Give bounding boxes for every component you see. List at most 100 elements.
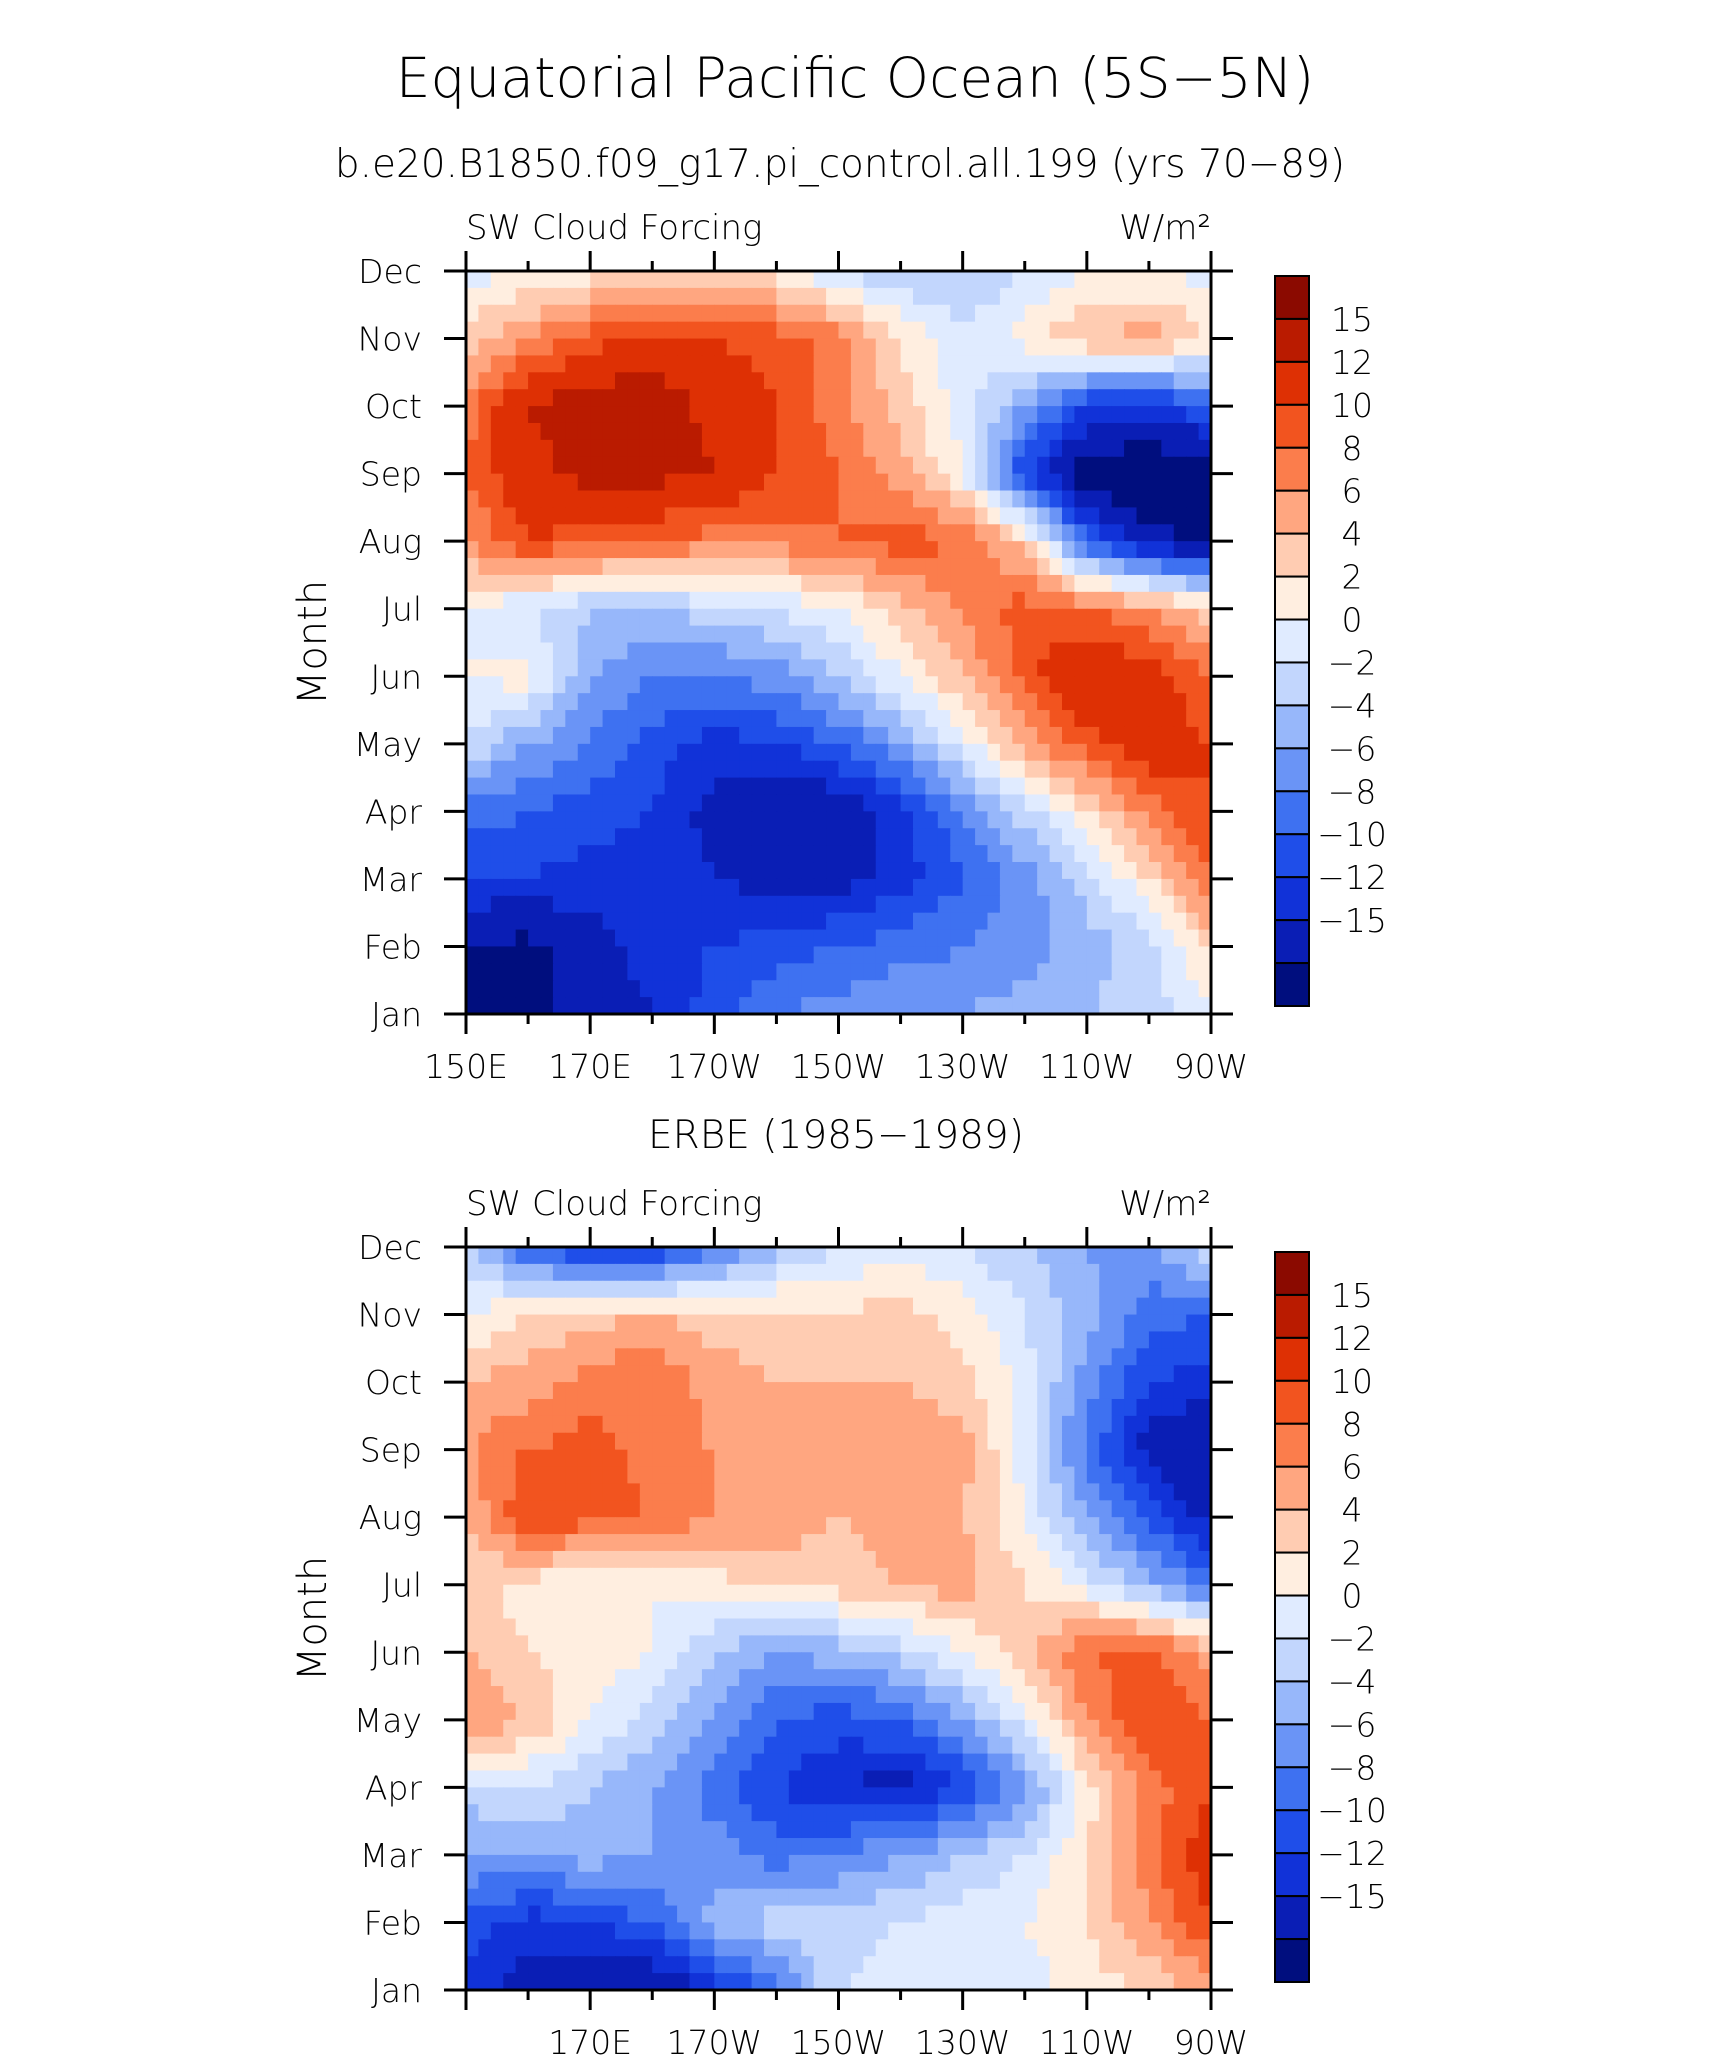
field-cell bbox=[1024, 1838, 1038, 1856]
field-cell bbox=[1037, 1398, 1051, 1417]
field-cell bbox=[714, 1314, 728, 1333]
field-cell bbox=[1136, 1736, 1150, 1755]
field-cell bbox=[515, 1669, 529, 1687]
field-cell bbox=[739, 760, 753, 779]
field-cell bbox=[913, 524, 927, 542]
field-cell bbox=[615, 1584, 629, 1603]
field-cell bbox=[1136, 321, 1150, 340]
field-cell bbox=[764, 1432, 778, 1451]
field-cell bbox=[962, 558, 976, 576]
field-cell bbox=[838, 1618, 852, 1636]
field-cell bbox=[751, 271, 765, 289]
field-cell bbox=[1198, 811, 1212, 829]
field-cell bbox=[577, 1584, 591, 1603]
field-cell bbox=[652, 456, 666, 475]
field-cell bbox=[776, 625, 790, 644]
field-cell bbox=[751, 406, 765, 424]
field-cell bbox=[565, 1247, 579, 1265]
field-cell bbox=[1012, 1247, 1026, 1265]
field-cell bbox=[639, 1804, 653, 1822]
field-cell bbox=[1148, 743, 1162, 762]
field-cell bbox=[1186, 845, 1200, 863]
field-cell bbox=[689, 997, 703, 1015]
field-cell bbox=[590, 794, 604, 812]
field-cell bbox=[1074, 1348, 1088, 1366]
field-cell bbox=[1198, 406, 1212, 424]
colorbar-box bbox=[1274, 747, 1310, 793]
field-cell bbox=[987, 811, 1001, 829]
field-cell bbox=[888, 304, 902, 323]
field-cell bbox=[701, 693, 715, 711]
field-cell bbox=[1111, 828, 1125, 846]
field-cell bbox=[888, 507, 902, 525]
field-cell bbox=[652, 693, 666, 711]
field-cell bbox=[478, 1854, 492, 1873]
field-cell bbox=[900, 1280, 914, 1299]
field-cell bbox=[627, 1736, 641, 1755]
field-cell bbox=[664, 574, 678, 593]
field-cell bbox=[1086, 439, 1100, 458]
field-cell bbox=[652, 355, 666, 373]
field-cell bbox=[689, 304, 703, 323]
field-cell bbox=[925, 490, 939, 509]
field-cell bbox=[466, 676, 480, 694]
field-cell bbox=[1049, 1652, 1063, 1670]
field-cell bbox=[515, 439, 529, 458]
field-cell bbox=[565, 541, 579, 559]
field-cell bbox=[962, 591, 976, 610]
field-cell bbox=[714, 1652, 728, 1670]
field-cell bbox=[602, 1280, 616, 1299]
field-cell bbox=[615, 1348, 629, 1366]
field-cell bbox=[1024, 1669, 1038, 1687]
field-cell bbox=[801, 760, 815, 779]
field-cell bbox=[764, 608, 778, 627]
field-cell bbox=[999, 1567, 1013, 1586]
field-cell bbox=[925, 321, 939, 340]
field-cell bbox=[490, 828, 504, 846]
field-cell bbox=[1062, 338, 1076, 357]
field-cell bbox=[850, 1280, 864, 1299]
field-cell bbox=[726, 693, 740, 711]
field-cell bbox=[466, 1365, 480, 1383]
field-cell bbox=[888, 490, 902, 509]
field-cell bbox=[925, 524, 939, 542]
field-cell bbox=[565, 760, 579, 779]
field-cell bbox=[937, 1247, 951, 1265]
field-cell bbox=[838, 929, 852, 948]
field-cell bbox=[826, 271, 840, 289]
field-cell bbox=[528, 980, 542, 998]
field-cell bbox=[1198, 912, 1212, 931]
field-cell bbox=[627, 693, 641, 711]
field-cell bbox=[540, 912, 554, 931]
field-cell bbox=[540, 287, 554, 306]
field-cell bbox=[627, 1618, 641, 1636]
field-cell bbox=[1024, 574, 1038, 593]
field-cell bbox=[1124, 541, 1138, 559]
field-cell bbox=[863, 997, 877, 1015]
field-cell bbox=[987, 406, 1001, 424]
field-cell bbox=[1086, 1398, 1100, 1417]
field-cell bbox=[615, 1669, 629, 1687]
field-cell bbox=[1099, 1382, 1113, 1400]
field-cell bbox=[838, 608, 852, 627]
field-cell bbox=[1186, 389, 1200, 407]
field-cell bbox=[714, 760, 728, 779]
field-cell bbox=[652, 845, 666, 863]
field-cell bbox=[689, 524, 703, 542]
field-cell bbox=[652, 1500, 666, 1518]
contour-field bbox=[466, 1247, 1212, 1991]
field-cell bbox=[689, 1669, 703, 1687]
field-cell bbox=[1086, 659, 1100, 677]
field-cell bbox=[590, 726, 604, 745]
field-cell bbox=[900, 625, 914, 644]
field-cell bbox=[590, 929, 604, 948]
field-cell bbox=[1136, 659, 1150, 677]
field-cell bbox=[1086, 743, 1100, 762]
field-cell bbox=[615, 1838, 629, 1856]
field-cell bbox=[1074, 608, 1088, 627]
field-cell bbox=[813, 845, 827, 863]
field-cell bbox=[565, 845, 579, 863]
field-cell bbox=[515, 878, 529, 897]
field-cell bbox=[478, 1652, 492, 1670]
field-cell bbox=[913, 912, 927, 931]
